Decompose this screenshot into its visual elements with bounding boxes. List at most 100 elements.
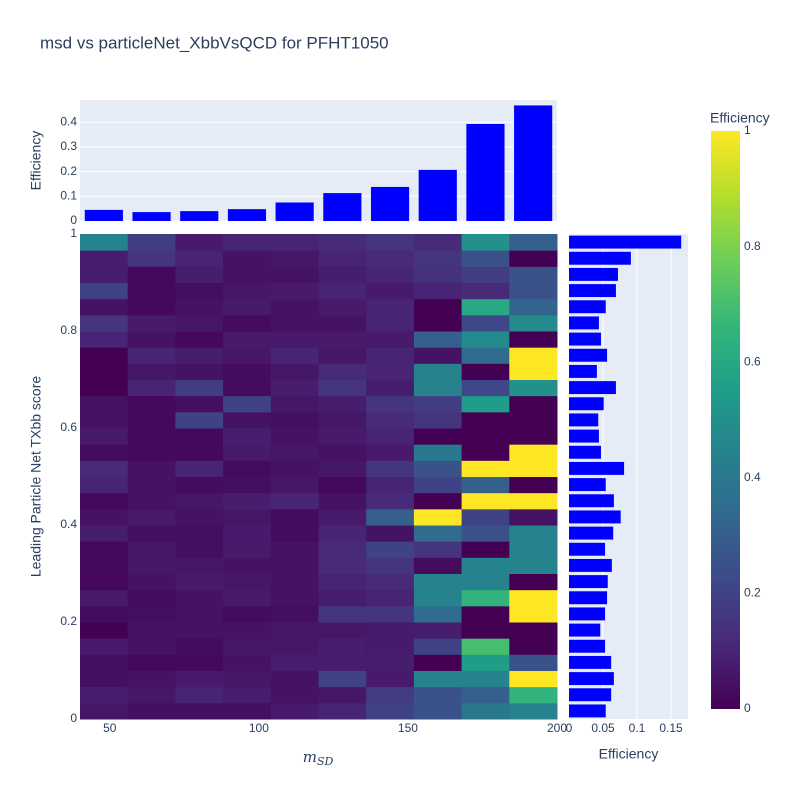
heatmap-cell	[366, 234, 415, 251]
heatmap-cell	[509, 622, 558, 639]
heatmap-cell	[366, 702, 415, 720]
heatmap-cell	[509, 331, 558, 348]
heatmap-cell	[175, 379, 224, 397]
heatmap-cell	[127, 702, 176, 720]
heatmap-cell	[461, 670, 510, 688]
heatmap-cell	[175, 428, 224, 445]
heatmap-cell	[80, 298, 129, 316]
bar	[227, 209, 267, 221]
heatmap-cell	[175, 266, 224, 283]
heatmap-cell	[127, 638, 176, 655]
colorbar	[711, 131, 740, 709]
heatmap-cell	[223, 638, 272, 655]
heatmap-cell	[318, 460, 367, 477]
heatmap-cell	[413, 638, 463, 655]
heatmap-cell	[127, 573, 176, 591]
bar	[569, 623, 601, 637]
heatmap-cell	[509, 444, 558, 461]
heatmap-cell	[509, 460, 558, 477]
heatmap-cell	[366, 460, 415, 477]
heatmap-cell	[175, 702, 224, 720]
heatmap-cell	[318, 331, 367, 348]
y-tick-label: 0	[70, 213, 77, 227]
heatmap-cell	[461, 476, 510, 494]
heatmap-cell	[413, 557, 463, 574]
heatmap-cell	[223, 476, 272, 494]
bar	[569, 494, 614, 508]
heatmap-cell	[461, 638, 510, 655]
heatmap-cell	[270, 411, 319, 429]
heatmap-cell	[270, 363, 319, 380]
heatmap-cell	[270, 347, 319, 364]
heatmap-cell	[80, 234, 129, 251]
x-label-subscript: SD	[317, 755, 334, 768]
heatmap-cell	[461, 347, 510, 364]
plot-area	[569, 234, 688, 719]
heatmap-cell	[80, 460, 129, 477]
heatmap-cell	[509, 654, 558, 671]
heatmap-cell	[223, 686, 272, 704]
heatmap-cell	[270, 638, 319, 655]
bar	[569, 381, 616, 395]
heatmap-cell	[223, 411, 272, 429]
heatmap-cell	[223, 492, 272, 510]
bar	[569, 526, 614, 540]
heatmap-cell	[223, 573, 272, 591]
heatmap-cell	[509, 573, 558, 591]
heatmap-cell	[413, 492, 463, 510]
heatmap-cell	[127, 605, 176, 623]
heatmap-cell	[318, 638, 367, 655]
heatmap-cell	[223, 379, 272, 397]
heatmap-cell	[318, 508, 367, 526]
heatmap-cell	[318, 266, 367, 283]
heatmap-cell	[461, 331, 510, 348]
heatmap-cell	[509, 541, 558, 558]
heatmap-cell	[127, 460, 176, 477]
heatmap-cell	[80, 250, 129, 267]
heatmap-cell	[413, 702, 463, 720]
heatmap-cell	[80, 654, 129, 671]
bar	[569, 558, 612, 572]
heatmap-cell	[270, 476, 319, 494]
bar	[569, 413, 599, 427]
heatmap-cell	[413, 622, 463, 639]
heatmap-cell	[413, 411, 463, 429]
heatmap-cell	[366, 428, 415, 445]
heatmap-cell	[366, 589, 415, 607]
heatmap-cell	[223, 314, 272, 332]
heatmap-cell	[413, 250, 463, 267]
heatmap-cell	[127, 525, 176, 542]
heatmap-cell	[175, 460, 224, 477]
heatmap-cell	[461, 654, 510, 671]
heatmap-cell	[366, 508, 415, 526]
colorbar-tick-label: 0.8	[744, 239, 761, 253]
x-tick-label: 50	[103, 721, 117, 735]
heatmap-cell	[80, 428, 129, 445]
bar	[275, 202, 314, 221]
heatmap-cell	[509, 702, 558, 720]
heatmap-cell	[509, 525, 558, 542]
y-tick-label: 0.2	[60, 614, 77, 628]
heatmap-cell	[127, 411, 176, 429]
bar	[569, 364, 597, 378]
heatmap-cell	[270, 541, 319, 558]
y-tick-label: 0.1	[60, 188, 77, 202]
heatmap-cell	[318, 605, 367, 623]
heatmap-cell	[461, 234, 510, 251]
heatmap-cell	[461, 298, 510, 316]
heatmap-cell	[366, 622, 415, 639]
heatmap-cell	[270, 702, 319, 720]
heatmap-cell	[318, 395, 367, 413]
heatmap-cell	[413, 428, 463, 445]
bar	[132, 212, 171, 221]
heatmap-cell	[366, 314, 415, 332]
heatmap-cell	[461, 508, 510, 526]
heatmap-cell	[461, 266, 510, 283]
heatmap-cell	[270, 557, 319, 574]
bar	[323, 193, 362, 221]
bar	[569, 235, 682, 249]
heatmap-cell	[509, 557, 558, 574]
heatmap-cell	[318, 589, 367, 607]
heatmap-cell	[413, 573, 463, 591]
